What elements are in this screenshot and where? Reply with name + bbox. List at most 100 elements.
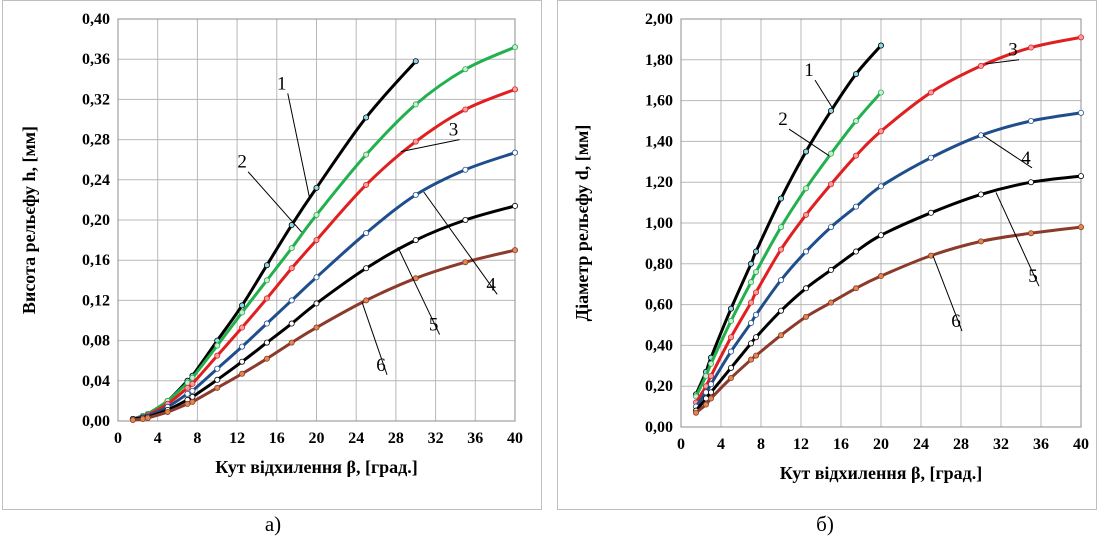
y-tick-label: 0,08 <box>82 333 110 350</box>
data-point <box>747 340 754 347</box>
series-line <box>694 44 883 395</box>
data-point <box>777 332 784 339</box>
data-point <box>239 343 246 350</box>
data-point <box>747 260 754 267</box>
y-tick-label: 1,00 <box>645 215 673 232</box>
data-point <box>462 216 469 223</box>
plot-area <box>117 18 516 422</box>
data-point <box>802 211 809 218</box>
x-tick-label: 8 <box>193 430 201 447</box>
data-point <box>802 313 809 320</box>
data-point <box>852 203 859 210</box>
data-point <box>189 393 196 400</box>
data-point <box>462 259 469 266</box>
data-point <box>363 151 370 158</box>
data-point <box>827 224 834 231</box>
data-point <box>288 265 295 272</box>
data-point <box>802 148 809 155</box>
data-point <box>214 352 221 359</box>
data-point <box>707 360 714 367</box>
y-tick-label: 0,40 <box>82 11 110 28</box>
data-point <box>363 181 370 188</box>
data-point <box>692 409 699 416</box>
data-point <box>239 370 246 377</box>
x-tick-label: 24 <box>348 430 364 447</box>
data-point <box>777 307 784 314</box>
data-point <box>777 195 784 202</box>
x-tick-label: 28 <box>953 436 969 453</box>
y-tick-label: 0,24 <box>82 172 110 189</box>
series-3 <box>692 34 1085 406</box>
x-tick-label: 36 <box>1033 436 1049 453</box>
data-point <box>977 191 984 198</box>
x-axis-title: Кут відхилення β, [град.] <box>215 457 417 477</box>
y-axis-title: Висота рельєфу h, [мм] <box>19 126 39 314</box>
y-tick-label: 1,20 <box>645 174 673 191</box>
grid <box>680 18 1082 428</box>
x-tick-label: 40 <box>1073 436 1089 453</box>
data-point <box>184 400 191 407</box>
data-point <box>827 299 834 306</box>
curve-number-label: 5 <box>429 315 439 336</box>
data-point <box>877 89 884 96</box>
data-point <box>927 89 934 96</box>
data-point <box>752 248 759 255</box>
data-point <box>511 149 518 156</box>
data-point <box>852 118 859 125</box>
data-point <box>877 42 884 49</box>
data-point <box>927 154 934 161</box>
data-point <box>184 390 191 397</box>
data-point <box>288 245 295 252</box>
data-point <box>412 237 419 244</box>
data-point <box>184 379 191 386</box>
data-point <box>727 348 734 355</box>
data-point <box>313 300 320 307</box>
data-point <box>727 364 734 371</box>
x-tick-label: 8 <box>757 436 765 453</box>
series-line <box>694 35 1082 404</box>
data-point <box>747 299 754 306</box>
data-point <box>144 414 151 421</box>
x-tick-label: 24 <box>913 436 929 453</box>
x-tick-label: 12 <box>793 436 809 453</box>
x-tick-label: 32 <box>993 436 1009 453</box>
series-5 <box>692 173 1085 414</box>
data-point <box>263 339 270 346</box>
series-line <box>132 60 417 421</box>
x-tick-label: 20 <box>873 436 889 453</box>
data-point <box>1027 179 1034 186</box>
series-1 <box>129 58 419 422</box>
data-point <box>852 248 859 255</box>
data-point <box>239 302 246 309</box>
data-point <box>727 317 734 324</box>
x-tick-label: 28 <box>388 430 404 447</box>
y-tick-label: 0,36 <box>82 51 110 68</box>
data-point <box>977 62 984 69</box>
series-3 <box>129 86 518 422</box>
x-tick-label: 32 <box>428 430 444 447</box>
data-point <box>239 324 246 331</box>
data-point <box>511 44 518 51</box>
data-point <box>747 356 754 363</box>
data-point <box>313 184 320 191</box>
y-tick-label: 1,60 <box>645 93 673 110</box>
data-point <box>752 334 759 341</box>
y-tick-label: 1,40 <box>645 133 673 150</box>
data-point <box>1078 224 1085 231</box>
data-point <box>1027 44 1034 51</box>
data-point <box>288 222 295 229</box>
x-tick-label: 12 <box>229 430 245 447</box>
data-point <box>288 320 295 327</box>
callout-leader <box>982 134 1033 169</box>
data-point <box>827 107 834 114</box>
data-point <box>977 132 984 139</box>
data-point <box>164 408 171 415</box>
x-axis-title: Кут відхилення β, [град.] <box>780 463 982 483</box>
data-point <box>263 277 270 284</box>
y-tick-label: 0,80 <box>645 256 673 273</box>
y-tick-label: 0,60 <box>645 297 673 314</box>
data-point <box>927 252 934 259</box>
data-point <box>313 237 320 244</box>
data-point <box>702 372 709 379</box>
data-point <box>1027 230 1034 237</box>
